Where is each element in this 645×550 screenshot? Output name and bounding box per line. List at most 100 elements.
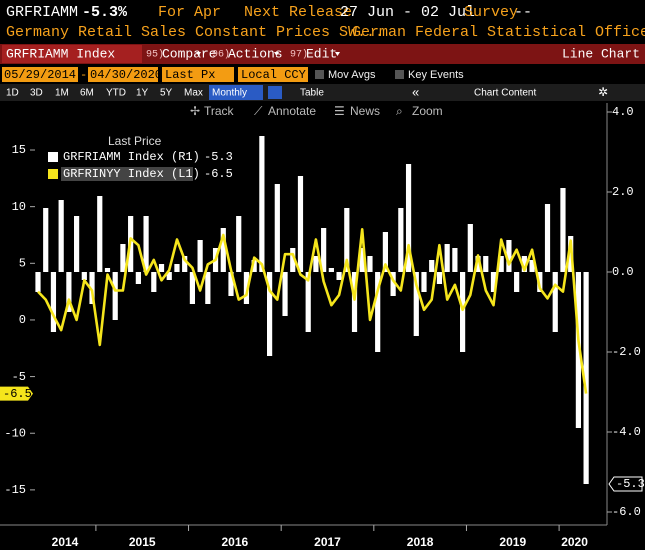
bar <box>158 264 165 272</box>
edit-button[interactable]: Edit <box>306 46 337 61</box>
x-tick-label: 2014 <box>52 535 79 549</box>
bar <box>467 224 473 272</box>
bar <box>274 184 280 272</box>
bar <box>529 260 535 272</box>
start-date-field[interactable] <box>2 67 78 82</box>
frequency[interactable]: Monthly <box>212 88 247 99</box>
bar <box>267 272 273 356</box>
bar <box>35 272 41 292</box>
bar <box>290 248 296 272</box>
bar <box>74 216 80 272</box>
toolbar <box>0 44 645 64</box>
chart-content[interactable]: Chart Content <box>474 88 536 99</box>
annotate[interactable]: Annotate <box>268 104 316 118</box>
bar <box>413 272 419 336</box>
bar <box>313 256 319 272</box>
currency[interactable]: Local CCY <box>241 68 306 82</box>
period-button[interactable]: Max <box>184 88 203 99</box>
bar <box>421 272 427 292</box>
mov-avgs-checkbox[interactable] <box>315 70 324 79</box>
security-field[interactable] <box>2 45 142 63</box>
bar <box>429 260 435 272</box>
actions-key: 96) <box>212 49 230 61</box>
field[interactable]: Last Px <box>165 68 215 82</box>
news[interactable]: News <box>350 104 380 118</box>
period-button[interactable]: YTD <box>106 88 126 99</box>
security[interactable]: GRFRIAMM Index <box>6 46 115 61</box>
settings-icon[interactable]: ✲ <box>598 85 608 99</box>
last-change: -5.3% <box>82 4 128 21</box>
line-icon[interactable] <box>268 86 282 99</box>
actions-button[interactable]: Actions <box>228 46 283 61</box>
legend-highlight <box>61 167 193 181</box>
period: For Apr <box>158 4 221 21</box>
zoom[interactable]: Zoom <box>412 104 443 118</box>
y-tick-label: 15 <box>12 143 26 157</box>
table-button[interactable]: Table <box>300 88 324 99</box>
last-value-label: -5.3 <box>616 477 645 491</box>
track[interactable]: Track <box>204 104 235 118</box>
range-dash: - <box>80 68 87 82</box>
bar <box>43 208 49 272</box>
zoom-icon: ⌕ <box>396 104 403 118</box>
bar <box>89 272 95 304</box>
y-tick-label: 0 <box>19 313 26 327</box>
last-value-flag <box>0 386 33 401</box>
y-tick-label: -15 <box>4 483 26 497</box>
field-select[interactable] <box>162 67 234 82</box>
period-button[interactable]: 5Y <box>160 88 173 99</box>
bar <box>444 244 450 272</box>
start-date[interactable]: 05/29/2014 <box>4 68 76 82</box>
bar <box>328 268 334 272</box>
y2-tick-label: -2.0 <box>612 345 641 359</box>
next-release-label: Next Release <box>244 4 352 21</box>
x-tick-label: 2019 <box>499 535 526 549</box>
bar <box>120 244 126 272</box>
bar <box>305 272 311 332</box>
bar <box>251 260 257 272</box>
legend-title: Last Price <box>108 134 162 148</box>
bar <box>97 196 103 272</box>
legend-name: GRFRINYY Index (L1) <box>63 167 200 181</box>
y-tick-label: 10 <box>12 200 26 214</box>
bar <box>398 208 404 272</box>
bar <box>359 248 365 272</box>
period-button[interactable]: 3D <box>30 88 43 99</box>
end-date[interactable]: 04/30/2020 <box>90 68 162 82</box>
collapse-button[interactable]: « <box>412 84 419 99</box>
bar <box>344 208 350 272</box>
period-button[interactable]: 1D <box>6 88 19 99</box>
bar <box>375 272 381 352</box>
bar <box>297 176 304 272</box>
bar <box>182 256 188 272</box>
period-button[interactable]: 1Y <box>136 88 149 99</box>
key-events-checkbox[interactable] <box>395 70 404 79</box>
y-tick-label: -10 <box>4 426 26 440</box>
key-events[interactable]: Key Events <box>408 69 464 81</box>
period-button[interactable]: 1M <box>55 88 69 99</box>
survey-label: Survey <box>464 4 518 21</box>
next-release-dates: 27 Jun - 02 Jul <box>340 4 475 21</box>
end-date-field[interactable] <box>88 67 158 82</box>
bar <box>452 248 458 272</box>
bar <box>81 272 87 280</box>
bar <box>135 272 141 284</box>
period-bar <box>0 84 645 101</box>
bar <box>205 272 211 304</box>
frequency-select[interactable] <box>209 85 263 100</box>
currency-select[interactable] <box>238 67 308 82</box>
source: German Federal Statistical Office <box>352 24 645 41</box>
bar <box>506 240 512 272</box>
mov-avgs[interactable]: Mov Avgs <box>328 69 376 81</box>
compare-button[interactable]: Compare <box>162 46 217 61</box>
x-tick-label: 2015 <box>129 535 156 549</box>
bar <box>575 272 581 428</box>
period-button[interactable]: 6M <box>80 88 94 99</box>
survey-value: -- <box>514 4 532 21</box>
bar <box>104 268 111 272</box>
legend-name: GRFRIAMM Index (R1) <box>63 150 200 164</box>
y2-tick-label: 0.0 <box>612 265 634 279</box>
bar <box>514 272 520 292</box>
last-value-flag <box>608 476 643 492</box>
